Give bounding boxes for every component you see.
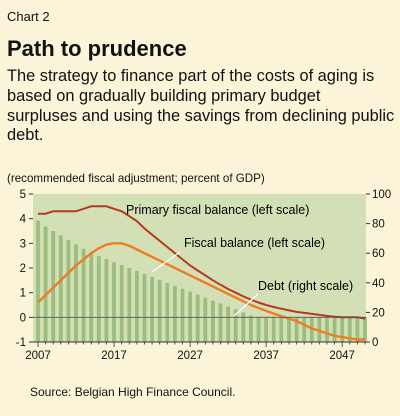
chart-number: Chart 2 (7, 9, 50, 24)
source-note: Source: Belgian High Finance Council. (30, 385, 236, 399)
debt-bar (264, 316, 268, 342)
fiscal-balance-pointer (151, 251, 181, 273)
debt-bar (233, 309, 238, 342)
debt-bar (355, 316, 360, 342)
debt-bar (287, 316, 291, 342)
legend-fiscal-balance: Fiscal balance (left scale) (184, 236, 325, 250)
debt-bar (36, 220, 40, 342)
y-right-tick-label: 60 (372, 248, 385, 260)
y-right-tick-label: 80 (372, 219, 385, 231)
debt-bar (332, 316, 337, 342)
x-tick-label: 2017 (101, 350, 127, 362)
debt-bar (226, 306, 230, 342)
debt-bar (142, 273, 147, 342)
debt-bar (325, 316, 329, 342)
debt-bar (241, 312, 246, 342)
debt-bar (347, 316, 352, 342)
debt-bar (96, 256, 101, 342)
debt-bar (173, 285, 177, 342)
debt-bar (157, 279, 162, 342)
axes: -1 0 1 2 3 4 5 0 20 40 60 80 100 2007 2017 2027 2037 2047 (16, 189, 391, 362)
debt-bar (188, 291, 192, 342)
debt-bar (302, 316, 307, 342)
chart-description: The strategy to finance part of the cost… (7, 67, 395, 145)
unit-note: (recommended fiscal adjustment; percent … (7, 172, 265, 185)
y-left-tick-label: 4 (20, 214, 27, 226)
y-left-tick-label: -1 (16, 337, 26, 349)
x-tick-label: 2027 (177, 350, 203, 362)
debt-bar (180, 288, 185, 342)
y-right-tick-label: 20 (372, 307, 385, 319)
debt-bar (112, 262, 116, 342)
debt-bar (58, 235, 63, 342)
debt-bar (119, 265, 124, 342)
debt-bar (363, 316, 367, 342)
x-tick-label: 2007 (25, 350, 51, 362)
y-left-tick-label: 5 (20, 189, 26, 201)
y-right-tick-label: 0 (372, 337, 378, 349)
debt-bar (317, 316, 322, 342)
y-right-tick-label: 40 (372, 278, 385, 290)
debt-bar (89, 253, 94, 342)
debt-pointer (233, 293, 259, 317)
debt-bar (135, 271, 139, 342)
legend-pointers (151, 251, 259, 317)
debt-bar (203, 297, 208, 342)
y-left-tick-label: 2 (20, 263, 26, 275)
fiscal-balance-line (37, 242, 365, 341)
page-title: Path to prudence (7, 36, 187, 61)
y-left-tick-label: 0 (20, 312, 26, 324)
debt-bar (43, 226, 48, 342)
debt-bar (165, 282, 170, 342)
debt-bar (271, 316, 276, 342)
debt-bar (279, 316, 284, 342)
debt-bar (294, 316, 299, 342)
x-tick-label: 2037 (253, 350, 279, 362)
debt-bars (36, 220, 367, 342)
debt-bar (211, 300, 215, 342)
debt-bar (218, 303, 223, 342)
debt-bar (256, 316, 261, 342)
debt-bar (340, 316, 345, 342)
y-left-tick-label: 1 (20, 288, 26, 300)
debt-bar (74, 244, 78, 342)
debt-bar (150, 276, 154, 342)
legend-primary-fiscal-balance: Primary fiscal balance (left scale) (126, 203, 309, 217)
debt-bar (195, 294, 200, 342)
x-tick-label: 2047 (329, 350, 355, 362)
primary-fiscal-balance-line (38, 205, 366, 320)
debt-bar (66, 239, 71, 342)
debt-bar (249, 315, 253, 342)
y-left-tick-label: 3 (20, 238, 26, 250)
debt-bar (104, 259, 109, 342)
y-right-tick-label: 100 (372, 189, 391, 201)
debt-bar (127, 268, 132, 342)
debt-bar (81, 248, 86, 342)
legend-debt: Debt (right scale) (258, 279, 353, 293)
